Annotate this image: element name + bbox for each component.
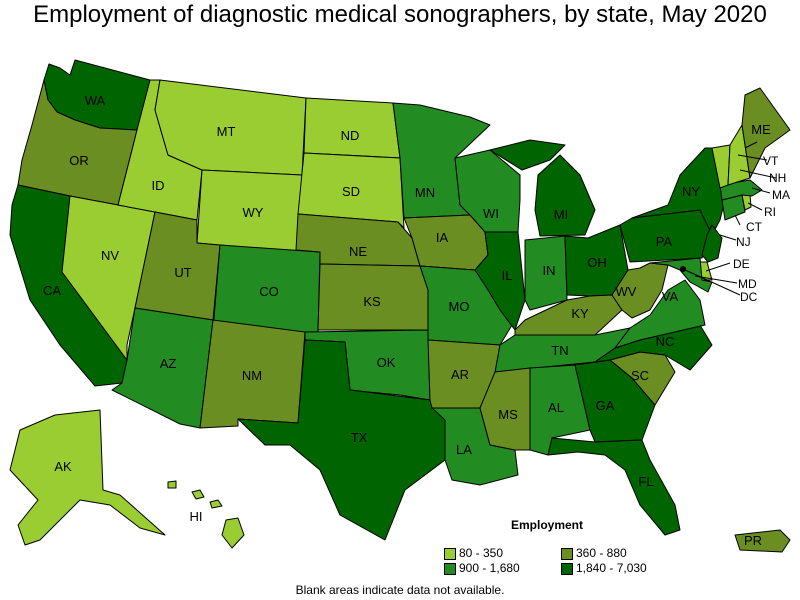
state-label-nc: NC xyxy=(656,334,675,349)
legend-swatch-bin2 xyxy=(561,548,573,560)
state-ma[interactable] xyxy=(719,179,763,201)
state-va[interactable] xyxy=(614,279,706,349)
legend-swatch-bin3 xyxy=(444,563,456,575)
state-label-wy: WY xyxy=(243,205,264,220)
state-label-ar: AR xyxy=(451,367,469,382)
state-label-fl: FL xyxy=(638,474,653,489)
state-label-ak: AK xyxy=(54,459,72,474)
state-label-pr: PR xyxy=(744,533,762,548)
state-label-wa: WA xyxy=(85,93,106,108)
state-label-ms: MS xyxy=(498,407,518,422)
state-label-ut: UT xyxy=(174,265,191,280)
state-label-sd: SD xyxy=(342,184,360,199)
state-label-me: ME xyxy=(751,122,771,137)
state-label-il: IL xyxy=(502,268,513,283)
state-label-in: IN xyxy=(543,263,556,278)
state-label-oh: OH xyxy=(587,255,607,270)
state-label-tx: TX xyxy=(351,430,368,445)
state-label-ca: CA xyxy=(43,283,61,298)
state-label-de: DE xyxy=(733,257,750,271)
map-title: Employment of diagnostic medical sonogra… xyxy=(33,1,767,28)
state-label-mt: MT xyxy=(217,124,236,139)
state-label-ks: KS xyxy=(363,294,381,309)
state-label-ri: RI xyxy=(764,205,776,219)
state-label-la: LA xyxy=(456,442,472,457)
legend-swatch-bin4 xyxy=(561,563,573,575)
state-me[interactable] xyxy=(741,87,791,179)
state-label-wi: WI xyxy=(483,206,499,221)
state-label-id: ID xyxy=(152,178,165,193)
state-label-ma: MA xyxy=(772,188,790,202)
state-label-az: AZ xyxy=(160,356,177,371)
state-label-co: CO xyxy=(259,284,279,299)
state-tx[interactable] xyxy=(237,339,446,541)
state-label-ky: KY xyxy=(571,306,589,321)
legend-label-bin1: 80 - 350 xyxy=(459,546,504,560)
state-label-md: MD xyxy=(738,277,757,291)
state-label-va: VA xyxy=(662,289,679,304)
state-hi[interactable] xyxy=(167,480,245,549)
legend-swatch-bin1 xyxy=(444,548,456,560)
state-nj[interactable] xyxy=(701,224,723,263)
state-label-tn: TN xyxy=(551,343,568,358)
state-label-nj: NJ xyxy=(736,235,751,249)
state-label-nd: ND xyxy=(341,128,360,143)
state-mi[interactable] xyxy=(489,139,596,237)
state-label-ia: IA xyxy=(436,230,449,245)
state-label-hi: HI xyxy=(190,509,203,524)
state-label-sc: SC xyxy=(631,368,649,383)
state-md[interactable] xyxy=(649,257,713,293)
legend-label-bin3: 900 - 1,680 xyxy=(459,561,520,575)
state-label-ok: OK xyxy=(377,355,396,370)
state-fl[interactable] xyxy=(547,437,681,536)
state-label-mi: MI xyxy=(554,207,568,222)
legend-label-bin2: 360 - 880 xyxy=(576,546,627,560)
state-label-nm: NM xyxy=(242,368,262,383)
state-labels: WA OR CA NV ID MT WY UT AZ CO NM ND SD NE KS OK TX MN IA MO… xyxy=(43,93,790,548)
state-label-ny: NY xyxy=(682,184,700,199)
legend-title: Employment xyxy=(511,518,584,532)
state-label-ct: CT xyxy=(746,220,763,234)
state-label-vt: VT xyxy=(763,154,779,168)
state-label-or: OR xyxy=(69,153,89,168)
state-label-mo: MO xyxy=(449,299,470,314)
state-in[interactable] xyxy=(524,235,568,311)
state-label-pa: PA xyxy=(656,234,673,249)
leader-lines xyxy=(682,141,777,296)
state-il[interactable] xyxy=(474,231,526,331)
state-label-dc: DC xyxy=(740,290,758,304)
state-pr[interactable] xyxy=(734,529,791,553)
state-label-ga: GA xyxy=(596,398,615,413)
state-label-ne: NE xyxy=(349,244,367,259)
state-label-nh: NH xyxy=(769,171,786,185)
legend-label-bin4: 1,840 - 7,030 xyxy=(576,561,647,575)
state-label-nv: NV xyxy=(101,248,119,263)
state-label-al: AL xyxy=(548,400,564,415)
state-label-wv: WV xyxy=(616,284,637,299)
state-wv[interactable] xyxy=(611,262,669,319)
state-label-mn: MN xyxy=(415,185,435,200)
state-ak[interactable] xyxy=(9,409,166,546)
data-availability-note: Blank areas indicate data not available. xyxy=(295,583,505,597)
